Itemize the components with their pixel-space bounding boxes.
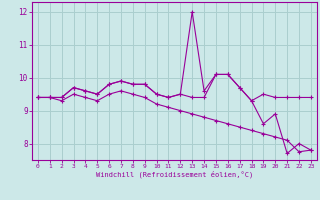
X-axis label: Windchill (Refroidissement éolien,°C): Windchill (Refroidissement éolien,°C): [96, 171, 253, 178]
